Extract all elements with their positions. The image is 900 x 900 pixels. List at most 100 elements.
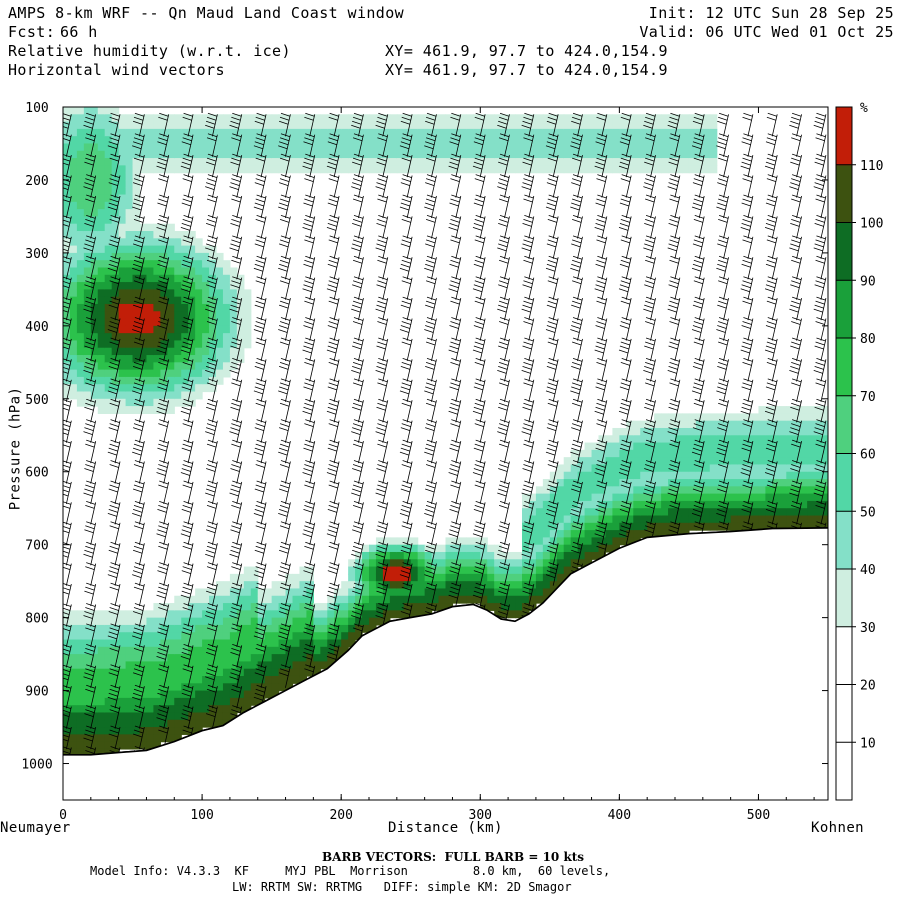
barb-flag bbox=[230, 488, 240, 493]
rh-cell bbox=[76, 661, 85, 670]
rh-cell bbox=[90, 617, 99, 626]
barb-staff bbox=[260, 441, 267, 464]
rh-cell bbox=[202, 289, 210, 298]
barb-staff bbox=[260, 400, 267, 423]
rh-cell bbox=[765, 486, 773, 495]
rh-cell bbox=[90, 362, 99, 371]
rh-cell bbox=[591, 486, 600, 495]
rh-cell bbox=[410, 537, 419, 546]
rh-cell bbox=[744, 420, 753, 429]
wind-barb bbox=[302, 582, 316, 607]
rh-cell bbox=[355, 624, 363, 633]
rh-cell bbox=[153, 136, 161, 145]
rh-cell bbox=[104, 216, 113, 225]
barb-flag bbox=[328, 607, 338, 611]
rh-cell bbox=[702, 515, 711, 524]
rh-cell bbox=[375, 595, 384, 604]
rh-cell bbox=[264, 158, 273, 166]
rh-cell bbox=[132, 333, 141, 342]
rh-cell bbox=[535, 143, 544, 152]
rh-cell bbox=[737, 500, 746, 509]
rh-cell bbox=[438, 165, 447, 174]
rh-cell bbox=[181, 303, 189, 312]
barb-flag bbox=[110, 643, 120, 648]
rh-cell bbox=[202, 282, 210, 290]
rh-cell bbox=[633, 493, 641, 502]
rh-cell bbox=[167, 231, 175, 239]
rh-cell bbox=[647, 486, 655, 495]
barb-staff bbox=[212, 195, 218, 219]
barb-flag bbox=[132, 508, 143, 513]
rh-cell bbox=[341, 581, 349, 590]
rh-cell bbox=[716, 508, 725, 517]
rh-cell bbox=[167, 705, 175, 714]
rh-cell bbox=[605, 442, 614, 451]
rh-cell bbox=[320, 128, 328, 137]
barb-flag bbox=[206, 566, 217, 571]
rh-cell bbox=[236, 668, 245, 677]
barb-flag bbox=[181, 713, 191, 718]
rh-cell bbox=[216, 325, 224, 334]
rh-cell bbox=[90, 369, 99, 378]
barb-flag bbox=[110, 562, 120, 567]
wind-barb bbox=[132, 194, 145, 219]
wind-barb bbox=[205, 643, 218, 668]
wind-barb bbox=[182, 664, 194, 688]
barb-staff bbox=[285, 624, 291, 648]
rh-cell bbox=[132, 158, 141, 166]
rh-cell bbox=[229, 683, 238, 692]
rh-cell bbox=[612, 500, 620, 509]
rh-cell bbox=[146, 610, 155, 619]
rh-cell bbox=[97, 274, 106, 283]
rh-cell bbox=[97, 267, 106, 276]
barb-flag bbox=[110, 541, 120, 546]
barb-flag bbox=[86, 112, 96, 117]
barb-flag bbox=[63, 673, 70, 677]
rh-cell bbox=[167, 223, 175, 232]
rh-cell bbox=[188, 632, 196, 641]
rh-cell bbox=[292, 128, 301, 137]
rh-cell bbox=[69, 654, 78, 662]
wind-barb bbox=[85, 378, 97, 402]
barb-staff bbox=[138, 665, 145, 688]
rh-cell bbox=[654, 427, 662, 436]
rh-cell bbox=[591, 515, 600, 524]
barb-flag bbox=[132, 145, 142, 150]
rh-cell bbox=[633, 530, 641, 538]
barb-staff bbox=[212, 400, 218, 423]
rh-cell bbox=[807, 457, 815, 466]
barb-staff bbox=[285, 583, 291, 607]
rh-cell bbox=[452, 143, 461, 152]
wind-barb bbox=[253, 500, 267, 525]
rh-cell bbox=[216, 355, 224, 363]
rh-cell bbox=[466, 165, 474, 174]
rh-cell bbox=[264, 624, 273, 633]
barb-flag bbox=[280, 664, 291, 669]
wind-barb bbox=[157, 194, 170, 219]
rh-cell bbox=[647, 464, 655, 473]
rh-cell bbox=[271, 158, 280, 166]
rh-cell bbox=[786, 500, 794, 509]
rh-cell bbox=[90, 274, 99, 283]
rh-cell bbox=[313, 639, 321, 648]
wind-barb bbox=[229, 419, 243, 443]
wind-barb bbox=[205, 174, 218, 198]
rh-cell bbox=[786, 457, 794, 466]
rh-cell bbox=[313, 654, 321, 662]
barb-flag bbox=[303, 263, 313, 268]
barb-flag bbox=[305, 460, 315, 464]
wind-barb bbox=[279, 419, 291, 443]
wind-barb bbox=[229, 112, 243, 137]
rh-cell bbox=[681, 500, 690, 509]
rh-cell bbox=[410, 595, 419, 604]
barb-flag bbox=[181, 325, 191, 329]
barb-flag bbox=[231, 709, 241, 714]
barb-flag bbox=[110, 705, 120, 710]
rh-cell bbox=[132, 223, 141, 232]
rh-cell bbox=[271, 610, 280, 619]
wind-barb bbox=[254, 112, 267, 137]
rh-cell bbox=[487, 136, 495, 145]
rh-cell bbox=[236, 282, 245, 290]
rh-cell bbox=[222, 318, 231, 327]
rh-cell bbox=[730, 486, 739, 495]
